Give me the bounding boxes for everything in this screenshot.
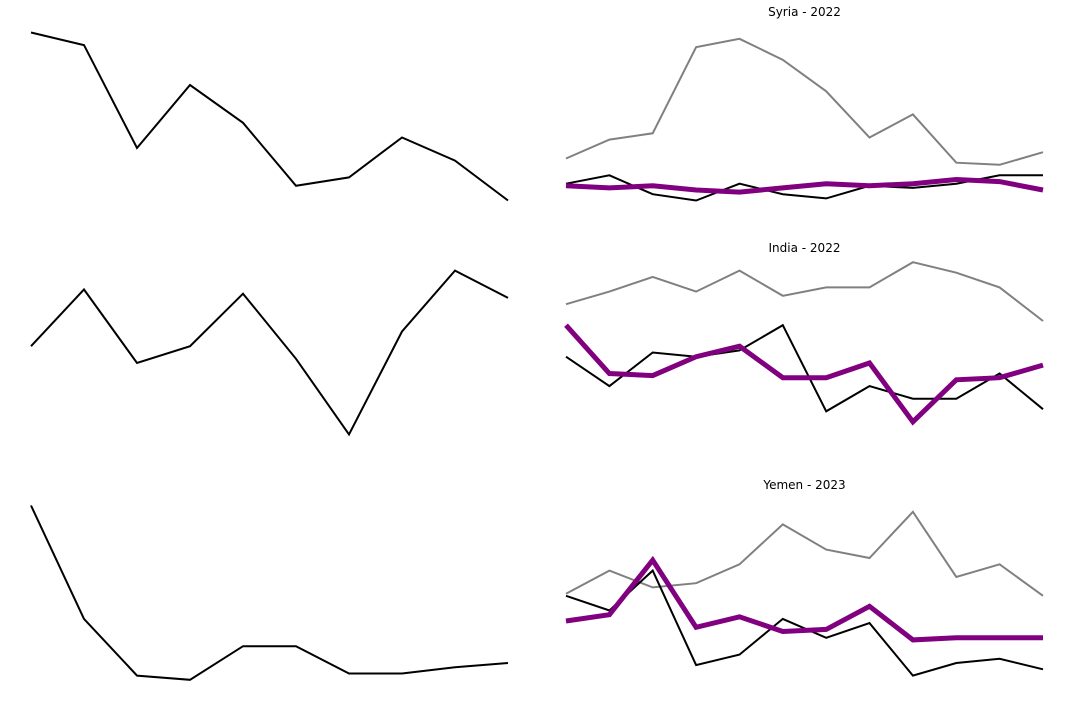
chart-panel-4: India - 2022 xyxy=(564,241,1044,426)
panel-title: Yemen - 2023 xyxy=(762,478,845,492)
panel-title: India - 2022 xyxy=(769,241,841,255)
series-line-black xyxy=(565,323,1044,413)
series-line-black xyxy=(30,31,509,202)
series-line-purple xyxy=(565,555,1043,643)
chart-panel-3 xyxy=(30,269,509,437)
series-line-gray xyxy=(565,37,1044,166)
series-line-purple xyxy=(564,323,1044,426)
series-line-gray xyxy=(565,261,1044,322)
series-line-black xyxy=(30,505,509,681)
series-line-purple xyxy=(565,176,1044,195)
series-line-gray xyxy=(565,510,1044,597)
chart-panel-6: Yemen - 2023 xyxy=(565,478,1044,677)
chart-panel-5 xyxy=(30,505,509,681)
series-line-black xyxy=(565,568,1044,677)
chart-panel-1 xyxy=(30,31,509,202)
panel-title: Syria - 2022 xyxy=(768,5,841,19)
series-line-black xyxy=(30,269,509,437)
chart-panel-2: Syria - 2022 xyxy=(565,5,1044,202)
